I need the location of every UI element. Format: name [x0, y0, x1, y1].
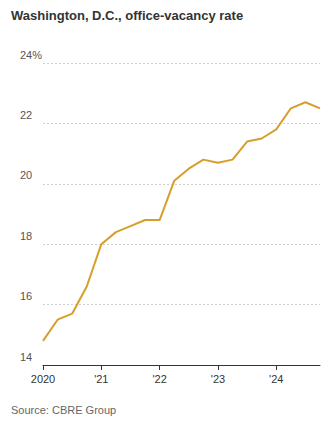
svg-text:2020: 2020	[31, 373, 55, 385]
svg-text:'23: '23	[211, 373, 225, 385]
svg-text:'22: '22	[152, 373, 166, 385]
svg-text:'24: '24	[269, 373, 283, 385]
svg-text:Source: CBRE Group: Source: CBRE Group	[11, 404, 116, 416]
svg-text:22: 22	[20, 109, 32, 121]
svg-text:20: 20	[20, 169, 32, 181]
svg-text:24%: 24%	[20, 49, 42, 61]
svg-text:Washington, D.C., office-vacan: Washington, D.C., office-vacancy rate	[11, 8, 243, 23]
svg-text:'21: '21	[94, 373, 108, 385]
svg-text:14: 14	[20, 351, 32, 363]
svg-text:16: 16	[20, 290, 32, 302]
svg-text:18: 18	[20, 230, 32, 242]
